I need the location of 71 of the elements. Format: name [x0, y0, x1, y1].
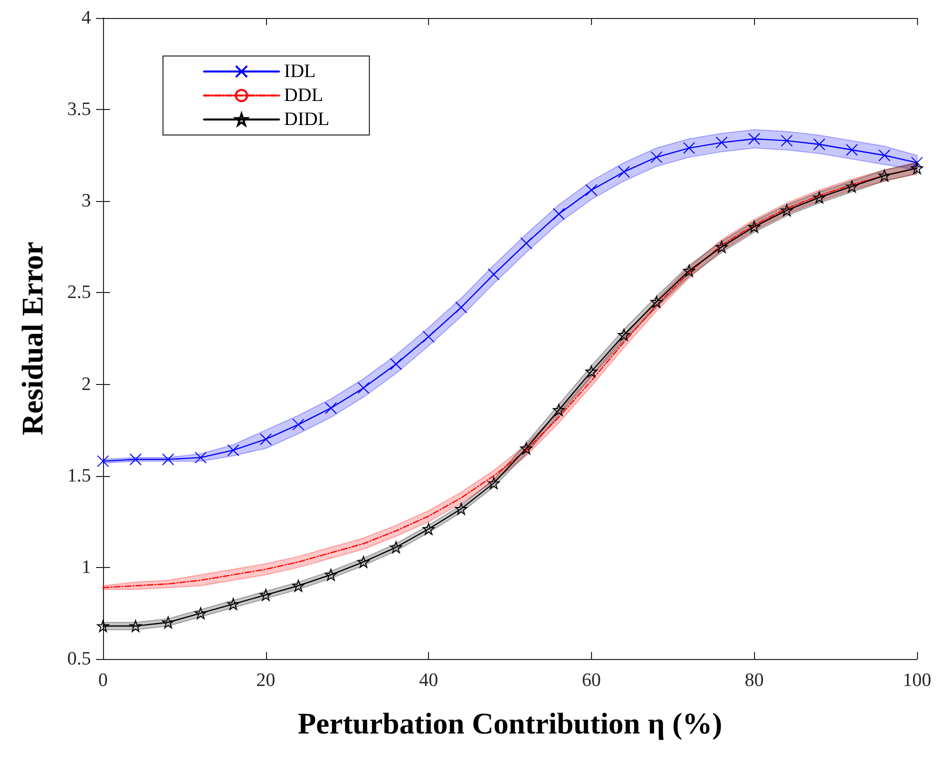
x-tick-label: 20 — [256, 670, 276, 691]
point — [650, 151, 663, 164]
point — [357, 556, 370, 568]
legend-label: DDL — [284, 85, 324, 106]
point — [97, 455, 109, 468]
y-tick-label: 2 — [82, 374, 91, 395]
legend-label: DIDL — [284, 109, 330, 130]
y-tick-label: 0.5 — [67, 648, 91, 670]
point — [227, 444, 240, 456]
x-tick-label: 40 — [419, 670, 438, 691]
point — [716, 240, 728, 253]
point — [585, 184, 598, 196]
point — [97, 620, 109, 632]
point — [552, 208, 565, 220]
point — [520, 237, 532, 250]
point — [846, 180, 858, 192]
point — [683, 264, 696, 277]
y-tick-label: 4 — [82, 8, 92, 28]
point — [520, 442, 532, 454]
point — [422, 330, 435, 343]
x-tick-label: 80 — [744, 670, 764, 691]
x-tick-label: 60 — [582, 670, 601, 691]
point — [227, 598, 240, 610]
y-axis-title: Residual Error — [16, 242, 50, 436]
point — [683, 142, 696, 154]
point — [488, 477, 500, 490]
point — [324, 568, 337, 581]
point — [878, 149, 890, 162]
legend-label: IDL — [284, 61, 316, 82]
point — [780, 134, 793, 147]
point — [292, 580, 304, 592]
point — [911, 156, 923, 169]
point — [813, 191, 826, 204]
point — [455, 301, 468, 314]
point — [260, 433, 272, 446]
y-tick-label: 1.5 — [67, 465, 91, 486]
point — [618, 328, 630, 341]
point — [878, 170, 890, 182]
point — [162, 616, 174, 628]
point — [390, 541, 402, 554]
point — [130, 620, 142, 632]
point — [357, 382, 370, 394]
point — [130, 453, 142, 466]
point — [618, 166, 630, 178]
point — [585, 365, 598, 378]
point — [650, 296, 663, 308]
point — [748, 220, 760, 233]
point — [488, 268, 500, 280]
y-tick-label: 1 — [82, 556, 91, 578]
x-tick-label: 100 — [902, 670, 932, 691]
point — [716, 136, 728, 149]
point — [194, 452, 207, 464]
point — [780, 204, 793, 216]
x-tick-label: 0 — [98, 670, 108, 691]
point — [846, 144, 858, 156]
point — [162, 453, 174, 466]
y-tick-label: 3.5 — [67, 99, 91, 120]
point — [455, 502, 468, 515]
point — [911, 162, 923, 174]
point — [292, 418, 304, 431]
point — [194, 607, 207, 620]
point — [390, 358, 402, 370]
point — [422, 522, 435, 535]
point — [552, 404, 565, 416]
point — [813, 138, 826, 150]
y-tick-label: 3 — [82, 190, 91, 212]
point — [748, 132, 760, 145]
point — [260, 588, 272, 601]
point — [324, 402, 337, 414]
x-axis-title: Perturbation Contribution η (%) — [298, 708, 722, 740]
y-tick-label: 2.5 — [67, 282, 91, 304]
